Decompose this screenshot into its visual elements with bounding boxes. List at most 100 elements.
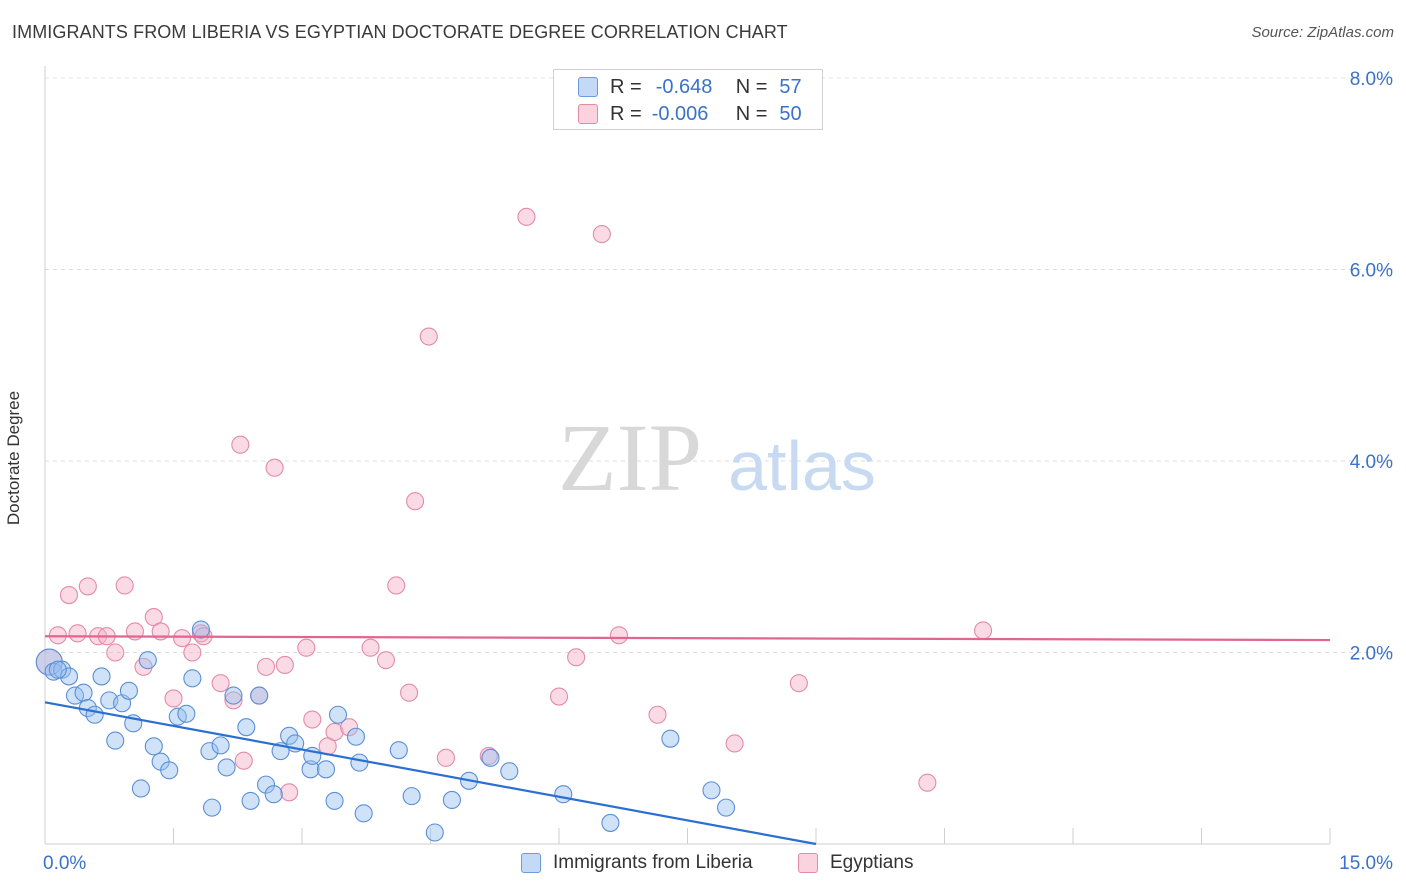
bottom-legend-egyptians: Egyptians (798, 852, 913, 874)
liberia-point (211, 736, 230, 755)
egyptians-point (549, 687, 569, 706)
egyptians-point (78, 577, 97, 596)
liberia-point (316, 760, 336, 779)
liberia-point (53, 660, 72, 679)
egyptians-point (609, 626, 629, 645)
liberia-point (346, 727, 366, 746)
egyptians-point (592, 225, 611, 244)
x-tick-label-max: 15.0% (1339, 853, 1393, 874)
liberia-point (554, 785, 573, 804)
egyptians-point (183, 643, 202, 662)
egyptians-point (68, 624, 87, 643)
liberia-point (325, 791, 344, 810)
legend-row-liberia: R = -0.648 N = 57 (554, 74, 802, 100)
egyptians-point (789, 674, 808, 693)
y-tick-label: 4.0% (1350, 452, 1393, 473)
y-tick-label: 2.0% (1350, 644, 1393, 665)
liberia-point (241, 791, 260, 810)
legend-n-label: N = (735, 75, 768, 98)
egyptians-point (419, 327, 438, 346)
watermark: ZIP atlas (558, 404, 876, 511)
liberia-point (183, 669, 202, 688)
egyptians-point (280, 783, 299, 802)
egyptians-point (211, 674, 230, 693)
watermark-zip: ZIP (558, 404, 702, 511)
trend-line-liberia (44, 701, 817, 846)
tick-labels: 2.0% 4.0% 6.0% 8.0% 0.0% 15.0% (43, 69, 1393, 874)
egyptians-point (918, 773, 937, 792)
legend-swatch-egyptians (578, 104, 598, 124)
legend-n-value: 57 (779, 75, 802, 98)
egyptians-point (406, 492, 425, 511)
series-liberia (35, 620, 736, 842)
egyptians-point (361, 638, 380, 657)
egyptians-point (325, 722, 344, 742)
trend-line-egyptians (44, 635, 1331, 642)
liberia-point (106, 731, 125, 750)
liberia-point (92, 667, 111, 686)
liberia-point (144, 737, 163, 756)
egyptians-point (436, 748, 455, 767)
bottom-legend-liberia: Immigrants from Liberia (521, 852, 753, 874)
legend-label-egyptians: Egyptians (830, 852, 914, 873)
x-tick-label-min: 0.0% (43, 853, 86, 874)
liberia-point (160, 761, 179, 780)
egyptians-point (275, 655, 294, 674)
gridlines (45, 77, 1393, 653)
egyptians-point (303, 710, 322, 729)
liberia-point (59, 667, 79, 686)
axes (44, 66, 1331, 845)
legend-r-value: -0.006 (651, 102, 709, 125)
egyptians-point (297, 638, 316, 657)
liberia-point (500, 762, 519, 781)
legend-r-label: R = (610, 75, 642, 98)
liberia-point (177, 704, 196, 723)
liberia-point (138, 651, 157, 670)
series-egyptians (35, 207, 993, 802)
legend-row-egyptians: R = -0.006 N = 50 (554, 101, 802, 127)
egyptians-point (725, 734, 744, 753)
liberia-point (74, 683, 93, 702)
liberia-point (119, 681, 139, 700)
egyptians-point (648, 705, 667, 724)
trend-lines (44, 635, 1331, 846)
chart-title: IMMIGRANTS FROM LIBERIA VS EGYPTIAN DOCT… (12, 22, 788, 42)
liberia-point (237, 718, 256, 737)
liberia-point (301, 760, 320, 779)
egyptians-point (106, 643, 125, 662)
egyptians-point (387, 576, 406, 595)
egyptians-point (265, 458, 284, 477)
liberia-point (354, 804, 373, 823)
liberia-point (131, 779, 150, 798)
egyptians-point (234, 751, 253, 770)
liberia-point (48, 660, 67, 679)
legend-swatch-egyptians (798, 853, 818, 873)
liberia-point (425, 823, 444, 842)
egyptians-point (567, 648, 586, 667)
liberia-point (224, 686, 243, 705)
egyptians-point (340, 718, 359, 737)
legend-swatch-liberia (578, 77, 598, 97)
liberia-point (250, 686, 269, 705)
liberia-point (264, 785, 283, 804)
legend-swatch-liberia (521, 853, 541, 873)
legend-label-liberia: Immigrants from Liberia (553, 852, 753, 873)
correlation-legend: R = -0.648 N = 57 R = -0.006 N = 50 (553, 69, 823, 130)
liberia-point (481, 748, 500, 767)
egyptians-point (224, 691, 243, 710)
y-tick-label: 8.0% (1350, 69, 1393, 90)
legend-n-value: 50 (779, 102, 802, 125)
source-note: Source: ZipAtlas.com (1251, 24, 1394, 41)
liberia-point (601, 813, 620, 832)
y-tick-label: 6.0% (1350, 261, 1393, 282)
legend-r-value: -0.648 (655, 75, 713, 98)
liberia-point (442, 790, 461, 810)
liberia-point (191, 620, 210, 639)
egyptians-point (256, 657, 276, 676)
liberia-point (85, 705, 104, 724)
liberia-point (328, 705, 348, 724)
liberia-point (402, 787, 421, 806)
egyptians-point (973, 621, 993, 640)
liberia-point (256, 775, 276, 794)
